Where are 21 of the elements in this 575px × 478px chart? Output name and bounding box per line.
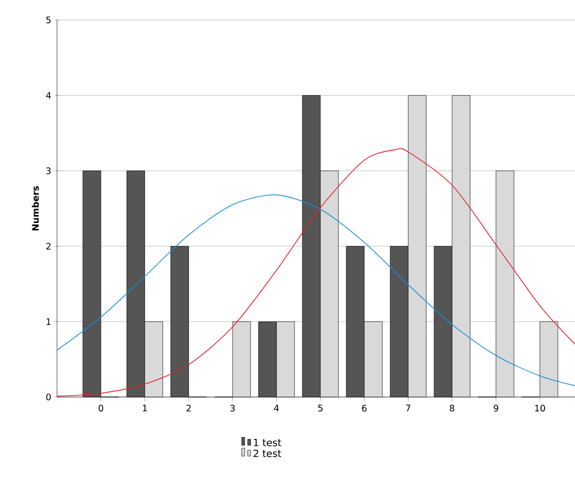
x-tick-label: 2 [186,404,191,412]
x-tick-label: 3 [230,404,235,412]
y-axis-title: Numbers [32,186,39,230]
legend-label: 1 test [254,438,282,446]
x-tick-label: 7 [406,404,410,412]
x-tick-label: 5 [318,404,322,412]
y-tick-label: 0 [46,394,51,400]
y-tick-label: 4 [46,92,51,99]
x-tick-label: 10 [535,404,545,412]
x-tick-label: 9 [494,404,498,412]
x-tick-label: 8 [450,404,454,412]
x-tick-label: 1 [142,404,147,412]
legend-label: 2 test [254,450,282,458]
line-series [56,194,575,386]
y-tick-label: 5 [46,16,51,24]
y-tick-label: 1 [46,318,51,325]
y-tick-label: 3 [46,167,51,174]
x-tick-label: 0 [98,404,104,412]
x-tick-label: 4 [274,404,279,412]
y-tick-label: 2 [46,242,50,250]
x-tick-label: 6 [362,404,367,412]
